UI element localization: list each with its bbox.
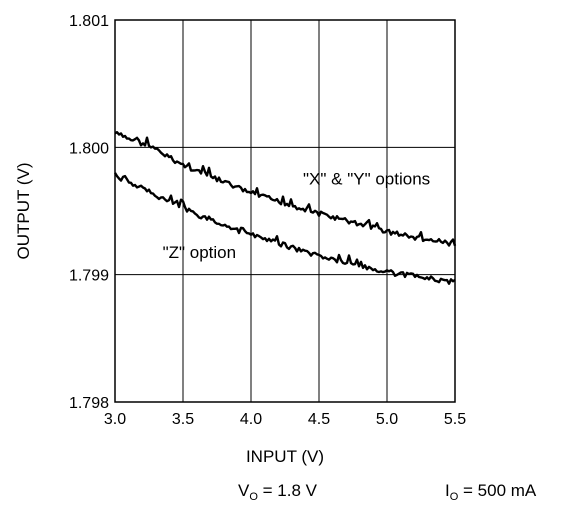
- series-line-0: [114, 130, 457, 247]
- x-tick-label-5: 5.5: [444, 411, 466, 428]
- y-axis-label: OUTPUT (V): [14, 163, 33, 260]
- x-tick-label-0: 3.0: [104, 411, 126, 428]
- y-tick-label-0: 1.798: [69, 395, 109, 412]
- y-tick-label-2: 1.800: [69, 140, 109, 157]
- vo-condition: VO = 1.8 V: [238, 481, 317, 503]
- x-tick-label-4: 5.0: [376, 411, 398, 428]
- io-symbol: I: [445, 481, 450, 500]
- annotation-1: "Z" option: [163, 243, 237, 262]
- y-tick-label-1: 1.799: [69, 268, 109, 285]
- grid: [114, 19, 456, 403]
- io-condition: IO = 500 mA: [445, 481, 536, 503]
- vo-subscript: O: [249, 491, 258, 503]
- annotations: "X" & "Y" options "Z" option: [163, 169, 431, 262]
- annotation-0: "X" & "Y" options: [303, 169, 430, 188]
- io-subscript: O: [449, 491, 459, 503]
- io-value: = 500 mA: [458, 481, 537, 500]
- x-axis-label: INPUT (V): [246, 447, 324, 466]
- x-tick-label-2: 4.0: [240, 411, 262, 428]
- x-tick-label-3: 4.5: [308, 411, 330, 428]
- vo-value: = 1.8 V: [257, 481, 317, 500]
- series-lines: [113, 130, 457, 285]
- x-tick-labels: 3.0 3.5 4.0 4.5 5.0 5.5: [104, 411, 466, 428]
- series-line-1: [113, 172, 456, 285]
- plot-frame: [114, 19, 456, 403]
- y-tick-labels: 1.798 1.799 1.800 1.801: [69, 13, 109, 412]
- x-tick-label-1: 3.5: [172, 411, 194, 428]
- y-tick-label-3: 1.801: [69, 13, 109, 30]
- vo-symbol: V: [238, 481, 250, 500]
